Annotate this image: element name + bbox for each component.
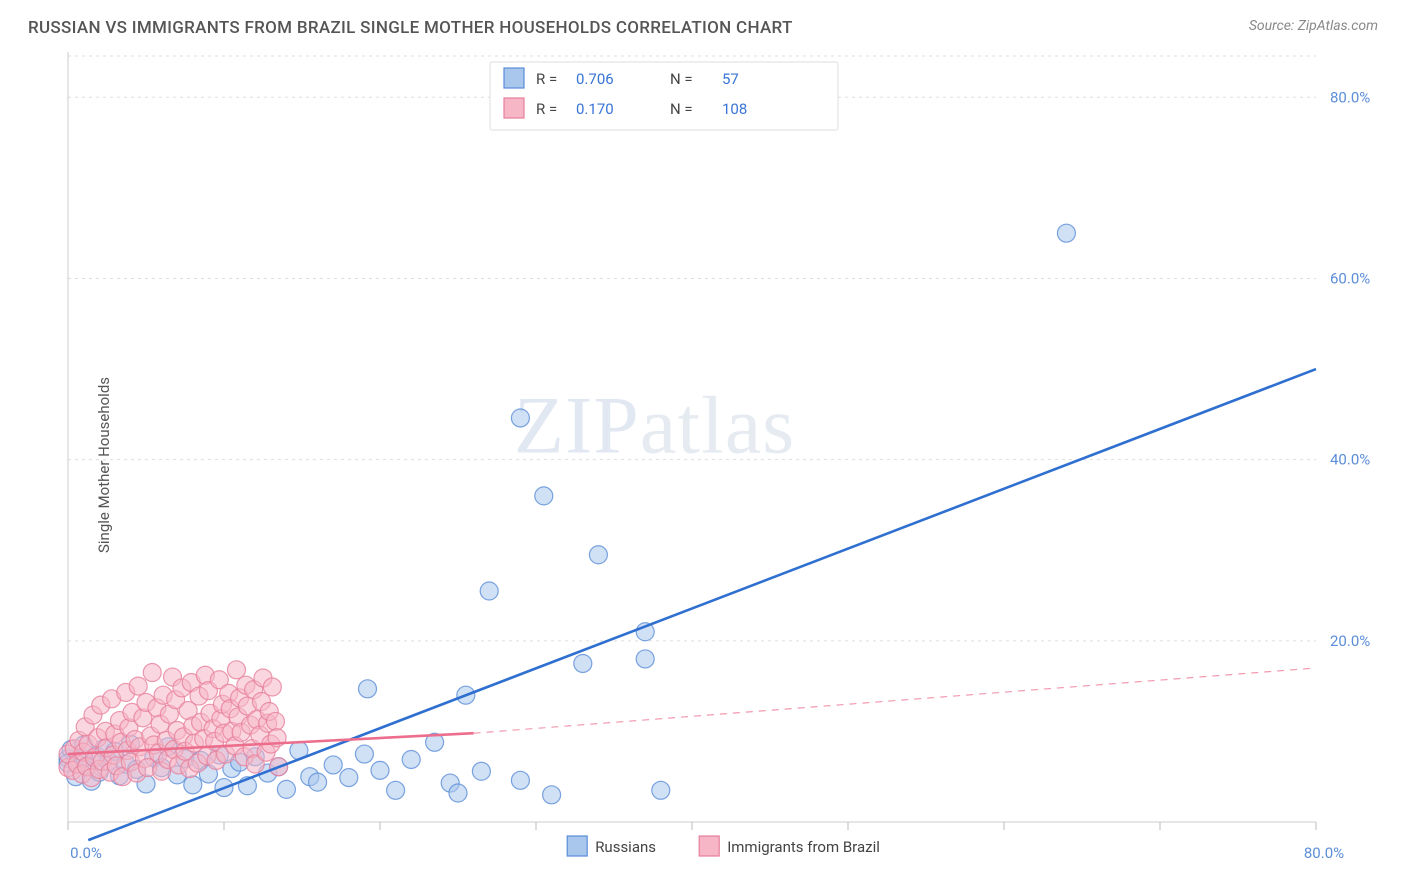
- data-point: [636, 650, 654, 668]
- data-point: [511, 409, 529, 427]
- series-immigrants-from-brazil: [59, 661, 288, 787]
- legend-swatch: [699, 836, 719, 856]
- legend-r-label: R =: [536, 100, 557, 118]
- legend-series-label: Immigrants from Brazil: [727, 838, 880, 856]
- data-point: [263, 678, 281, 696]
- watermark: ZIPatlas: [514, 379, 795, 470]
- chart-title: RUSSIAN VS IMMIGRANTS FROM BRAZIL SINGLE…: [28, 18, 793, 38]
- chart-header: RUSSIAN VS IMMIGRANTS FROM BRAZIL SINGLE…: [0, 0, 1406, 46]
- trend-line-brazil-dash: [474, 668, 1316, 733]
- y-tick-label: 80.0%: [1330, 88, 1370, 106]
- legend-r-label: R =: [536, 70, 557, 88]
- data-point: [387, 781, 405, 799]
- data-point: [402, 750, 420, 768]
- legend-swatch: [504, 68, 524, 88]
- data-point: [535, 487, 553, 505]
- data-point: [589, 546, 607, 564]
- data-point: [1057, 224, 1075, 242]
- data-point: [574, 654, 592, 672]
- y-tick-label: 20.0%: [1330, 632, 1370, 650]
- legend-r-value: 0.706: [576, 70, 614, 88]
- legend-n-value: 108: [722, 100, 747, 118]
- legend-n-value: 57: [722, 70, 739, 88]
- y-tick-label: 40.0%: [1330, 451, 1370, 469]
- data-point: [480, 582, 498, 600]
- data-point: [340, 769, 358, 787]
- y-axis-label: Single Mother Households: [95, 377, 113, 553]
- legend-swatch: [567, 836, 587, 856]
- data-point: [277, 780, 295, 798]
- data-point: [309, 773, 327, 791]
- data-point: [449, 784, 467, 802]
- data-point: [652, 781, 670, 799]
- data-point: [371, 761, 389, 779]
- data-point: [143, 664, 161, 682]
- y-tick-label: 60.0%: [1330, 269, 1370, 287]
- data-point: [129, 677, 147, 695]
- data-point: [543, 786, 561, 804]
- data-point: [511, 771, 529, 789]
- chart-source: Source: ZipAtlas.com: [1249, 18, 1378, 34]
- legend-swatch: [504, 98, 524, 118]
- legend-n-label: N =: [670, 70, 693, 88]
- data-point: [184, 776, 202, 794]
- data-point: [266, 712, 284, 730]
- data-point: [324, 756, 342, 774]
- data-point: [472, 762, 490, 780]
- correlation-scatter-chart: 20.0% 40.0% 60.0% 80.0% ZIPatlas 0.0% 80.0% R =…: [50, 52, 1386, 874]
- data-point: [359, 680, 377, 698]
- chart-container: Single Mother Households 20.0% 40.0% 60.0%…: [50, 52, 1392, 878]
- data-point: [355, 745, 373, 763]
- legend-n-label: N =: [670, 100, 693, 118]
- x-tick-label: 0.0%: [70, 844, 102, 862]
- data-point: [227, 661, 245, 679]
- x-tick-label: 80.0%: [1304, 844, 1344, 862]
- legend-series-label: Russians: [595, 838, 656, 856]
- legend-r-value: 0.170: [576, 100, 614, 118]
